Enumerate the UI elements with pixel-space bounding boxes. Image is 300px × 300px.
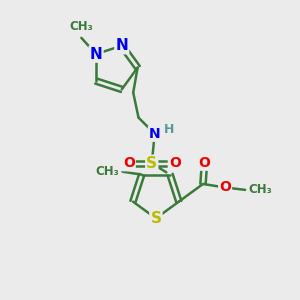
Text: O: O	[199, 156, 210, 170]
Text: N: N	[116, 38, 128, 53]
Text: N: N	[149, 127, 161, 141]
Text: S: S	[146, 156, 157, 171]
Text: S: S	[150, 211, 161, 226]
Text: CH₃: CH₃	[249, 183, 272, 196]
Text: N: N	[90, 46, 103, 62]
Text: O: O	[123, 156, 135, 170]
Text: H: H	[164, 123, 175, 136]
Text: CH₃: CH₃	[70, 20, 93, 33]
Text: O: O	[169, 156, 181, 170]
Text: CH₃: CH₃	[95, 165, 119, 178]
Text: O: O	[219, 181, 231, 194]
